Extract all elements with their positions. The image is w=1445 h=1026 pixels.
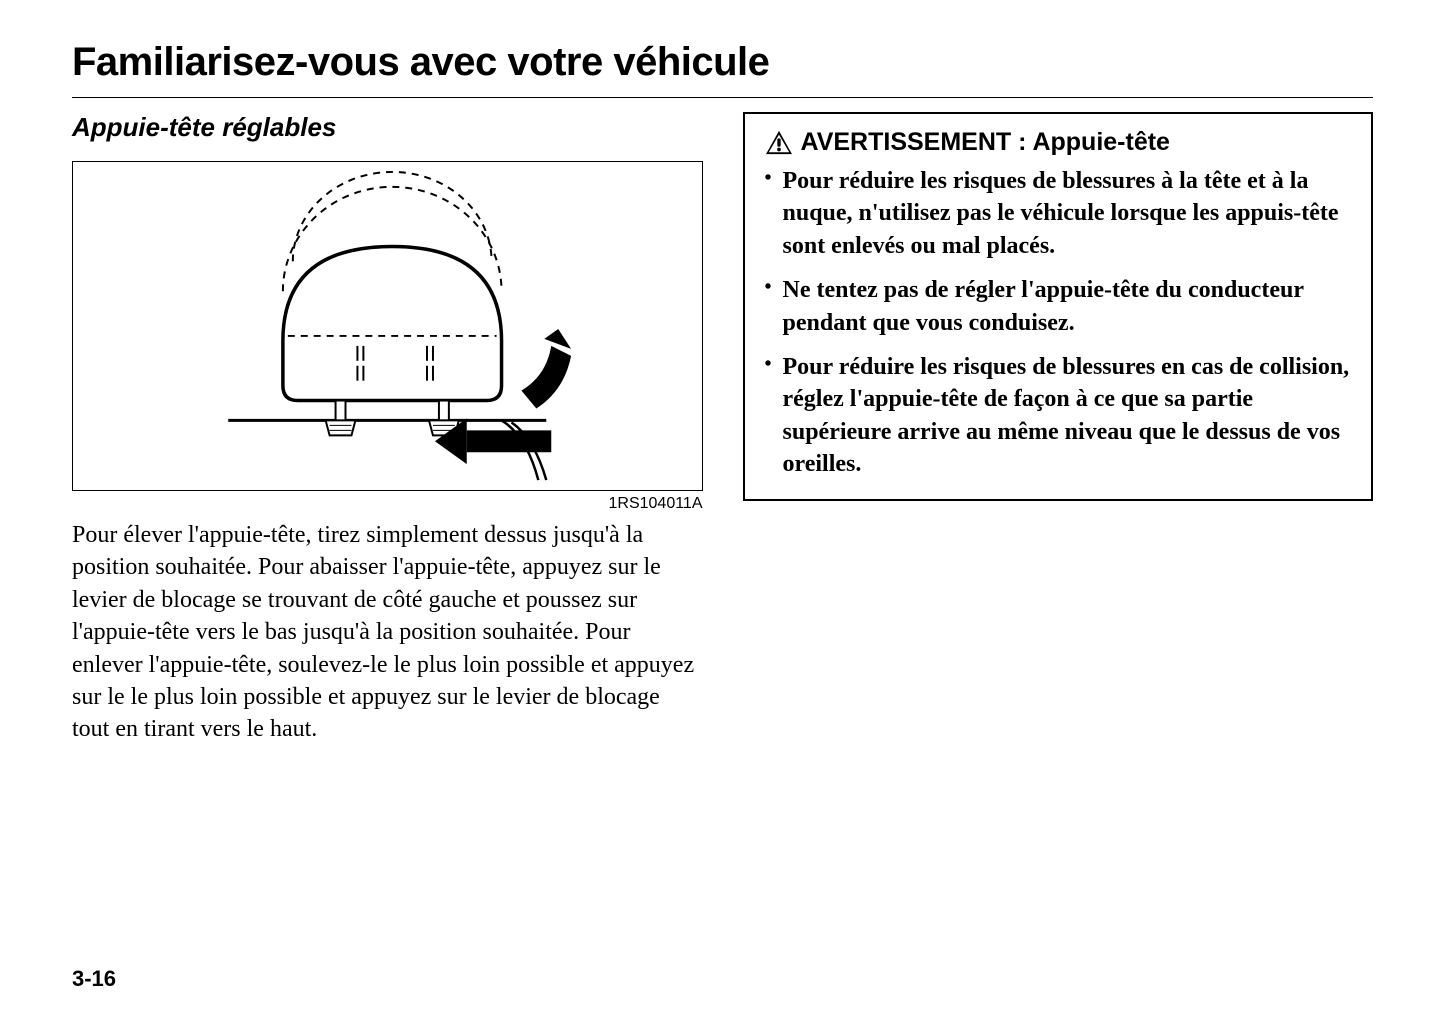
- figure-box: [72, 161, 703, 491]
- warning-box: AVERTISSEMENT : Appuie-tête Pour réduire…: [743, 112, 1374, 501]
- page-number: 3-16: [72, 966, 116, 992]
- right-column: AVERTISSEMENT : Appuie-tête Pour réduire…: [743, 112, 1374, 746]
- content-columns: Appuie-tête réglables: [72, 112, 1373, 746]
- warning-triangle-icon: [765, 130, 793, 156]
- warning-list: Pour réduire les risques de blessures à …: [765, 165, 1352, 481]
- title-rule: [72, 97, 1373, 98]
- warning-item: Pour réduire les risques de blessures en…: [765, 351, 1352, 481]
- warning-item: Ne tentez pas de régler l'appuie-tête du…: [765, 274, 1352, 339]
- warning-label: AVERTISSEMENT : Appuie-tête: [801, 128, 1170, 157]
- warning-item: Pour réduire les risques de blessures à …: [765, 165, 1352, 262]
- page-title: Familiarisez-vous avec votre véhicule: [72, 40, 1373, 85]
- figure-code: 1RS104011A: [72, 495, 703, 513]
- warning-header: AVERTISSEMENT : Appuie-tête: [765, 128, 1352, 157]
- left-column: Appuie-tête réglables: [72, 112, 703, 746]
- headrest-illustration: [73, 162, 702, 490]
- body-paragraph: Pour élever l'appuie-tête, tirez simplem…: [72, 519, 703, 746]
- subheading: Appuie-tête réglables: [72, 112, 703, 143]
